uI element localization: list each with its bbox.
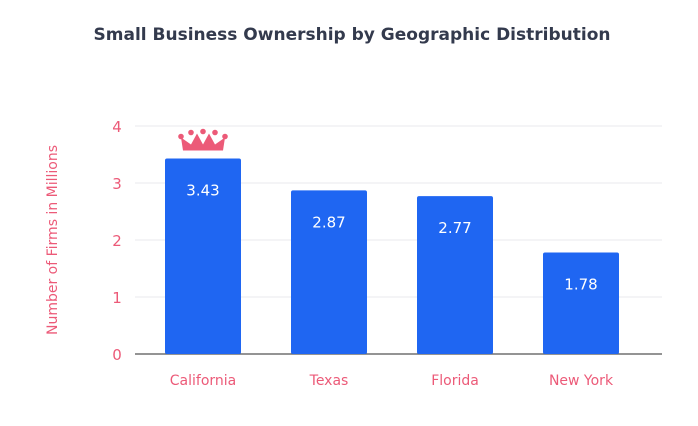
data-label: 2.77 <box>438 219 471 237</box>
x-tick-label: Florida <box>431 373 479 389</box>
data-label: 3.43 <box>186 181 219 199</box>
y-tick-label: 0 <box>112 346 122 364</box>
y-tick-label: 1 <box>112 289 122 307</box>
y-tick-label: 2 <box>112 232 122 250</box>
bar-texas <box>291 190 367 354</box>
data-label: 1.78 <box>564 276 597 294</box>
bar-new-york <box>543 252 619 354</box>
y-axis-label: Number of Firms in Millions <box>45 145 61 335</box>
y-tick-label: 4 <box>112 118 122 136</box>
bar-california <box>165 158 241 354</box>
data-label: 2.87 <box>312 213 345 231</box>
x-tick-label: New York <box>549 373 614 389</box>
x-tick-label: California <box>170 373 236 389</box>
x-tick-label: Texas <box>309 373 349 389</box>
chart-title: Small Business Ownership by Geographic D… <box>94 25 611 45</box>
y-tick-label: 3 <box>112 175 122 193</box>
crown-icon <box>178 128 228 151</box>
bar-florida <box>417 196 493 354</box>
